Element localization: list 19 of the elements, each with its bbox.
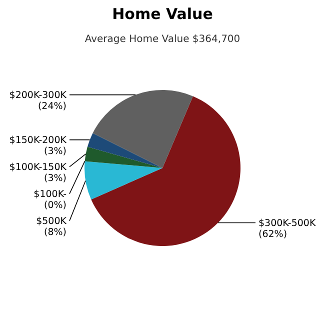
data-label: (62%) — [258, 228, 288, 240]
pie-slice — [84, 161, 162, 200]
data-label: (3%) — [44, 172, 66, 184]
pie-slice — [91, 96, 240, 246]
chart-title: Home Value — [112, 5, 213, 23]
pie-slice — [84, 146, 162, 168]
slice-label: $150K-200K — [9, 134, 68, 146]
data-label: (3%) — [44, 146, 66, 157]
pie-slice — [92, 90, 193, 168]
text: (0%) — [44, 200, 66, 211]
category-label: $100K- — [34, 188, 66, 200]
chart-subtitle: Average Home Value $364,700 — [84, 34, 240, 45]
slice-label: $300K-500K — [258, 218, 316, 229]
slice-label: $500K — [36, 216, 68, 227]
data-label: (8%) — [44, 226, 66, 238]
pie-slice — [87, 133, 162, 168]
slice-label: $100K-150K — [9, 162, 68, 173]
data-label: (24%) — [38, 100, 66, 112]
slice-label: $200K-300K — [9, 90, 68, 101]
